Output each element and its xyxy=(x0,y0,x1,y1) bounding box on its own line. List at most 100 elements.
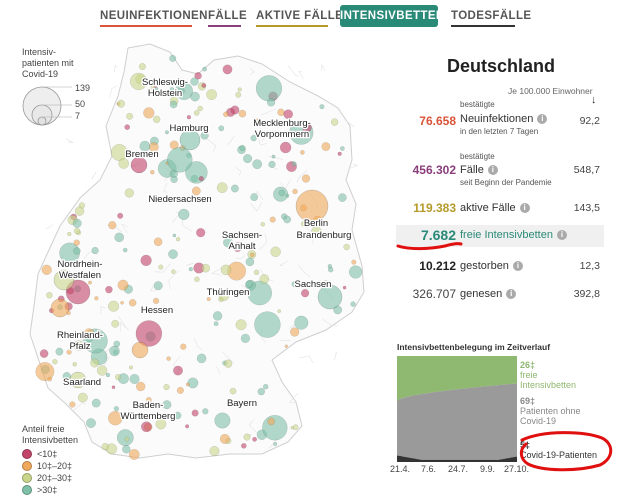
district-bubble[interactable] xyxy=(78,202,86,209)
stat-freie-intensivbetten[interactable]: 7.682 freie Intensivbetten i xyxy=(392,227,602,246)
district-bubble[interactable] xyxy=(194,276,200,283)
district-bubble[interactable] xyxy=(237,87,242,92)
district-bubble[interactable] xyxy=(262,415,288,441)
district-bubble[interactable] xyxy=(69,371,87,389)
district-bubble[interactable] xyxy=(302,122,312,133)
district-bubble[interactable] xyxy=(168,249,178,259)
district-bubble[interactable] xyxy=(321,142,331,152)
district-bubble[interactable] xyxy=(257,387,265,396)
district-bubble[interactable] xyxy=(201,263,210,273)
district-bubble[interactable] xyxy=(218,290,230,301)
district-bubble[interactable] xyxy=(120,300,124,305)
district-bubble[interactable] xyxy=(73,340,84,351)
district-bubble[interactable] xyxy=(301,174,311,183)
district-bubble[interactable] xyxy=(128,365,133,370)
district-bubble[interactable] xyxy=(86,418,96,428)
district-bubble[interactable] xyxy=(180,343,187,350)
district-bubble[interactable] xyxy=(158,264,164,270)
district-bubble[interactable] xyxy=(172,233,177,238)
district-bubble[interactable] xyxy=(254,311,281,338)
stat-aktive-faelle[interactable]: 119.383 aktive Fälle i 143,5 xyxy=(392,200,602,218)
district-bubble[interactable] xyxy=(66,349,72,355)
district-bubble[interactable] xyxy=(300,150,305,155)
district-bubble[interactable] xyxy=(277,309,282,313)
district-bubble[interactable] xyxy=(173,365,183,376)
district-bubble[interactable] xyxy=(109,345,120,357)
district-bubble[interactable] xyxy=(118,158,129,169)
district-bubble[interactable] xyxy=(73,247,81,255)
district-bubble[interactable] xyxy=(209,446,220,457)
district-bubble[interactable] xyxy=(108,221,117,230)
district-bubble[interactable] xyxy=(169,87,175,92)
district-bubble[interactable] xyxy=(268,160,276,169)
district-bubble[interactable] xyxy=(114,232,124,243)
tab-faelle[interactable]: FÄLLE xyxy=(208,6,247,27)
district-bubble[interactable] xyxy=(245,257,255,267)
district-bubble[interactable] xyxy=(283,109,294,119)
district-bubble[interactable] xyxy=(110,144,128,161)
district-bubble[interactable] xyxy=(117,99,126,108)
tab-aktive-faelle[interactable]: AKTIVE FÄLLE xyxy=(256,6,343,27)
district-bubble[interactable] xyxy=(185,382,190,387)
district-bubble[interactable] xyxy=(271,154,276,159)
district-bubble[interactable] xyxy=(62,372,72,381)
district-bubble[interactable] xyxy=(290,327,300,337)
district-bubble[interactable] xyxy=(235,319,247,331)
district-bubble[interactable] xyxy=(240,442,247,449)
district-bubble[interactable] xyxy=(283,215,291,224)
district-bubble[interactable] xyxy=(243,433,251,441)
district-bubble[interactable] xyxy=(243,154,253,164)
district-bubble[interactable] xyxy=(212,311,223,321)
district-bubble[interactable] xyxy=(351,259,357,265)
district-bubble[interactable] xyxy=(250,252,255,258)
district-bubble[interactable] xyxy=(191,186,201,196)
tab-todesfaelle[interactable]: TODESFÄLLE xyxy=(451,6,531,27)
stat-faelle[interactable]: bestätigte 456.302 Fälle i seit Beginn de… xyxy=(392,152,602,188)
district-bubble[interactable] xyxy=(323,279,329,285)
district-bubble[interactable] xyxy=(343,243,350,251)
district-bubble[interactable] xyxy=(349,265,363,279)
district-bubble[interactable] xyxy=(291,161,297,167)
info-icon[interactable]: i xyxy=(519,203,530,214)
district-bubble[interactable] xyxy=(187,377,199,389)
district-bubble[interactable] xyxy=(145,396,152,403)
district-bubble[interactable] xyxy=(88,280,92,285)
district-bubble[interactable] xyxy=(269,216,276,223)
district-bubble[interactable] xyxy=(253,269,260,276)
district-bubble[interactable] xyxy=(263,384,269,390)
district-bubble[interactable] xyxy=(171,269,176,274)
district-bubble[interactable] xyxy=(122,445,131,454)
district-bubble[interactable] xyxy=(77,392,88,403)
district-bubble[interactable] xyxy=(267,98,276,107)
district-bubble[interactable] xyxy=(218,125,225,132)
district-bubble[interactable] xyxy=(202,66,208,72)
district-bubble[interactable] xyxy=(278,189,286,197)
info-icon[interactable]: i xyxy=(556,230,567,241)
district-bubble[interactable] xyxy=(273,442,278,447)
district-bubble[interactable] xyxy=(270,246,281,258)
district-bubble[interactable] xyxy=(164,130,169,135)
district-bubble[interactable] xyxy=(300,221,307,227)
district-bubble[interactable] xyxy=(260,222,265,227)
district-bubble[interactable] xyxy=(176,386,184,394)
district-bubble[interactable] xyxy=(232,242,243,252)
district-bubble[interactable] xyxy=(340,146,345,151)
district-bubble[interactable] xyxy=(178,208,190,221)
district-bubble[interactable] xyxy=(90,358,100,368)
district-bubble[interactable] xyxy=(91,398,101,408)
district-bubble[interactable] xyxy=(173,411,182,420)
district-bubble[interactable] xyxy=(169,100,178,109)
district-bubble[interactable] xyxy=(117,212,124,219)
district-bubble[interactable] xyxy=(135,320,163,347)
district-bubble[interactable] xyxy=(319,104,325,110)
district-bubble[interactable] xyxy=(96,365,108,376)
district-bubble[interactable] xyxy=(135,381,146,392)
district-bubble[interactable] xyxy=(185,424,190,429)
district-bubble[interactable] xyxy=(223,237,233,248)
district-bubble[interactable] xyxy=(200,131,209,140)
district-bubble[interactable] xyxy=(47,376,53,382)
district-bubble[interactable] xyxy=(201,83,207,88)
district-bubble[interactable] xyxy=(311,226,322,237)
district-bubble[interactable] xyxy=(292,188,298,195)
district-bubble[interactable] xyxy=(213,321,219,327)
